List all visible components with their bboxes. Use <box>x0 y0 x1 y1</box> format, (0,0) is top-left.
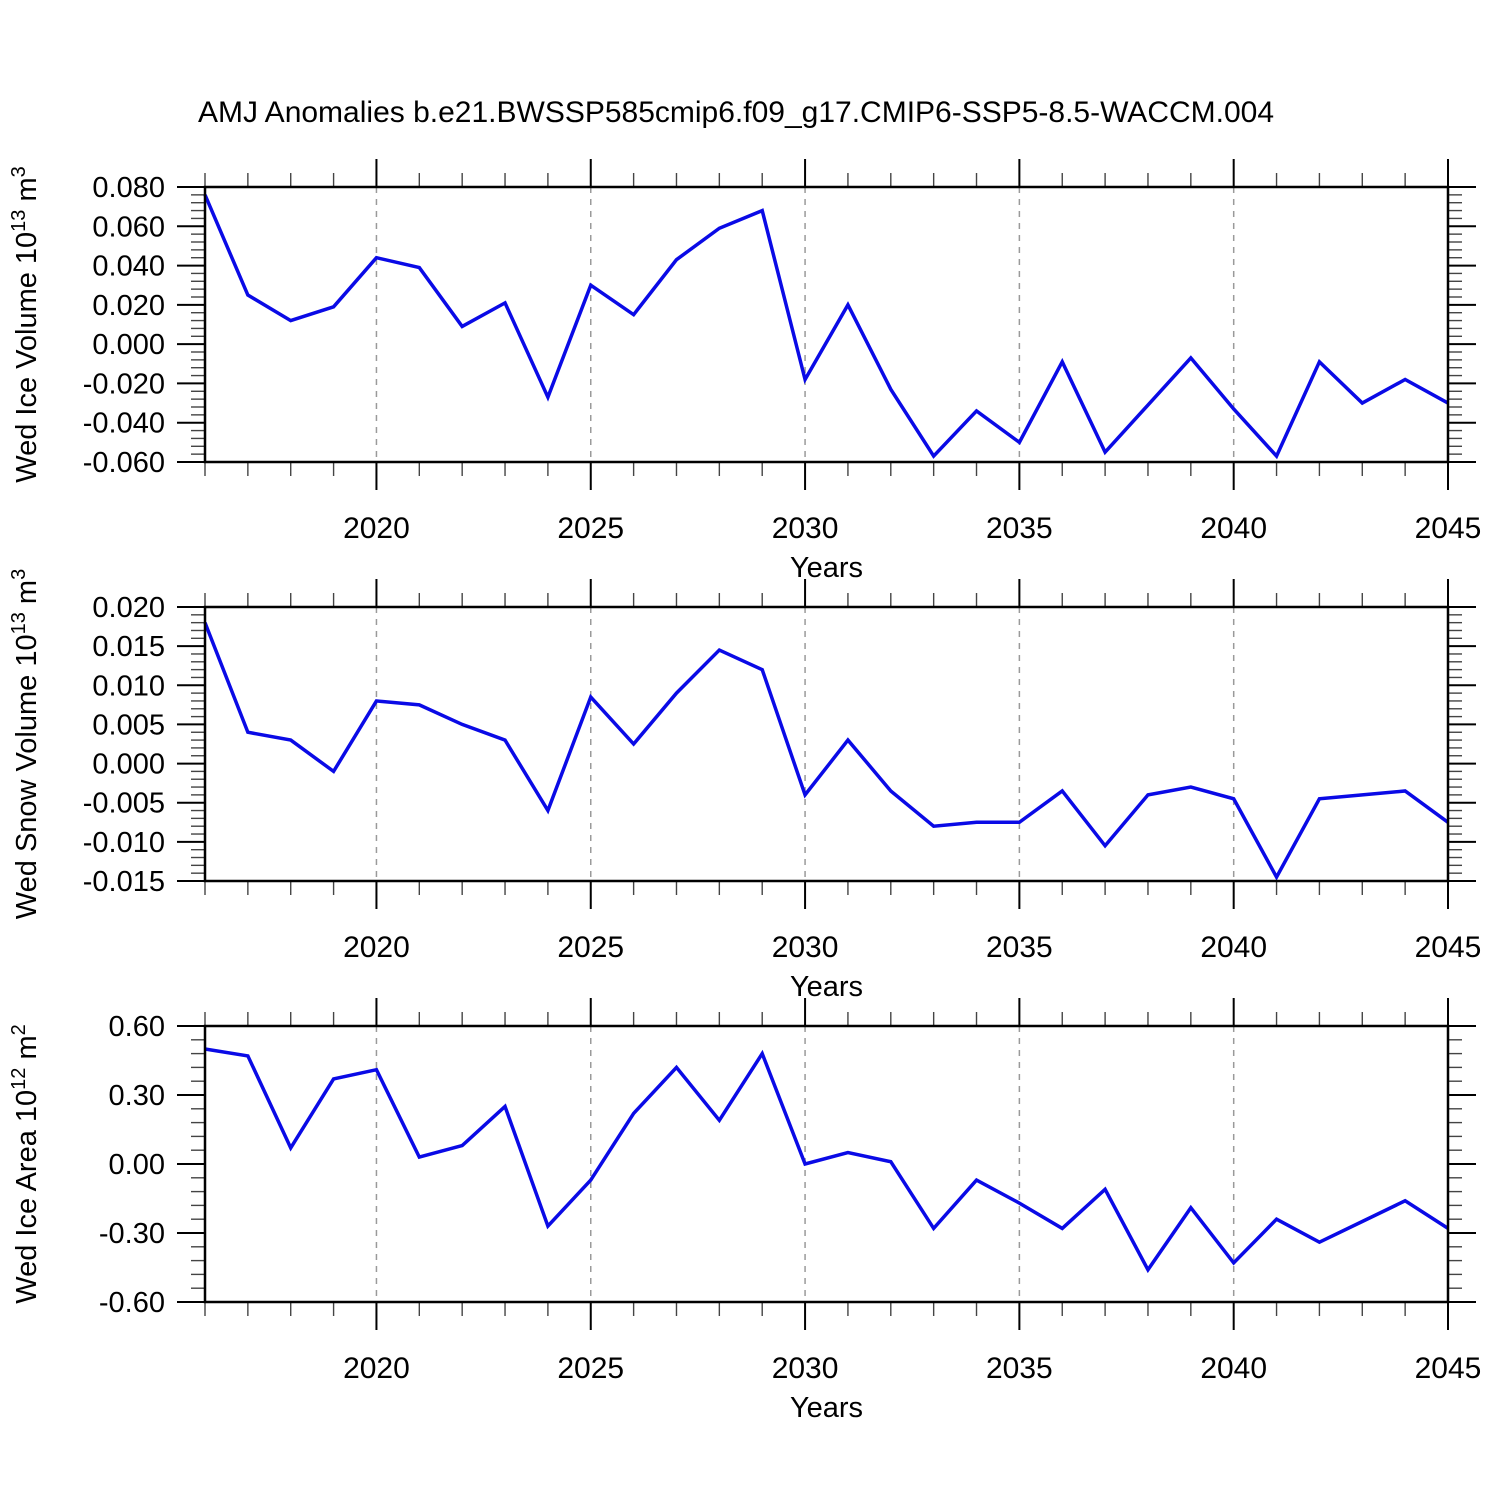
x-tick-label: 2040 <box>1200 512 1267 545</box>
x-tick-label: 2025 <box>557 931 624 964</box>
y-tick-label: -0.060 <box>83 447 165 479</box>
y-tick-label: 0.010 <box>92 670 165 702</box>
y-tick-label: -0.020 <box>83 368 165 400</box>
x-tick-label: 2025 <box>557 1352 624 1385</box>
y-tick-label: 0.005 <box>92 709 165 741</box>
panel-wed-ice-area: 0.60 0.30 0.00 -0.30 -0.60 2020 2025 2030 2035 20… <box>8 998 1481 1424</box>
x-tick-label: 2035 <box>986 1352 1053 1385</box>
x-tick-label: 2035 <box>986 512 1053 545</box>
panel-wed-ice-volume: 0.080 0.060 0.040 0.020 0.000 -0.020 -0.040 -0.… <box>8 159 1481 584</box>
y-axis-title: Wed Snow Volume 1013 m3 <box>8 569 43 919</box>
y-tick-label: -0.015 <box>83 866 165 898</box>
plot-frame <box>203 605 1450 883</box>
data-line-wed-snow-volume <box>203 622 1450 881</box>
x-tick-label: 2020 <box>343 931 410 964</box>
x-tick-label: 2020 <box>343 1352 410 1385</box>
x-tick-label: 2045 <box>1415 512 1482 545</box>
x-tick-label: 2040 <box>1200 1352 1267 1385</box>
plot-frame <box>203 1024 1450 1304</box>
y-axis-title: Wed Ice Volume 1013 m3 <box>8 166 43 483</box>
x-axis-title: Years <box>790 1392 863 1424</box>
y-tick-label: 0.040 <box>92 251 165 283</box>
y-tick-label: -0.005 <box>83 788 165 820</box>
x-tick-label: 2035 <box>986 931 1053 964</box>
data-line-wed-ice-volume <box>203 194 1449 460</box>
plot-frame <box>203 185 1450 464</box>
x-tick-label: 2045 <box>1415 931 1482 964</box>
y-axis-title: Wed Ice Area 1012 m2 <box>8 1024 43 1303</box>
x-tick-label: 2030 <box>772 512 839 545</box>
y-tick-label: 0.000 <box>92 329 165 361</box>
x-axis-title: Years <box>790 552 863 584</box>
y-tick-label: 0.30 <box>109 1080 165 1112</box>
y-tick-label: 0.015 <box>92 631 165 663</box>
y-tick-label: 0.00 <box>109 1149 165 1181</box>
x-tick-label: 2030 <box>772 931 839 964</box>
y-tick-label: 0.080 <box>92 172 165 204</box>
y-tick-label: -0.010 <box>83 827 165 859</box>
y-tick-label: -0.040 <box>83 408 165 440</box>
x-tick-label: 2025 <box>557 512 624 545</box>
x-axis-title: Years <box>790 971 863 1003</box>
y-tick-label: -0.60 <box>99 1287 165 1319</box>
x-tick-label: 2040 <box>1200 931 1267 964</box>
x-tick-label: 2045 <box>1415 1352 1482 1385</box>
y-tick-label: 0.000 <box>92 749 165 781</box>
y-tick-label: 0.60 <box>109 1011 165 1043</box>
data-line-wed-ice-area <box>204 1047 1449 1274</box>
y-tick-label: -0.30 <box>99 1218 165 1250</box>
x-tick-label: 2020 <box>343 512 410 545</box>
y-tick-label: 0.020 <box>92 592 165 624</box>
y-tick-label: 0.060 <box>92 211 165 243</box>
x-tick-label: 2030 <box>772 1352 839 1385</box>
y-tick-label: 0.020 <box>92 290 165 322</box>
chart-title: AMJ Anomalies b.e21.BWSSP585cmip6.f09_g1… <box>198 96 1275 129</box>
panel-wed-snow-volume: 0.020 0.015 0.010 0.005 0.000 -0.005 -0.010 -0.… <box>8 569 1481 1003</box>
